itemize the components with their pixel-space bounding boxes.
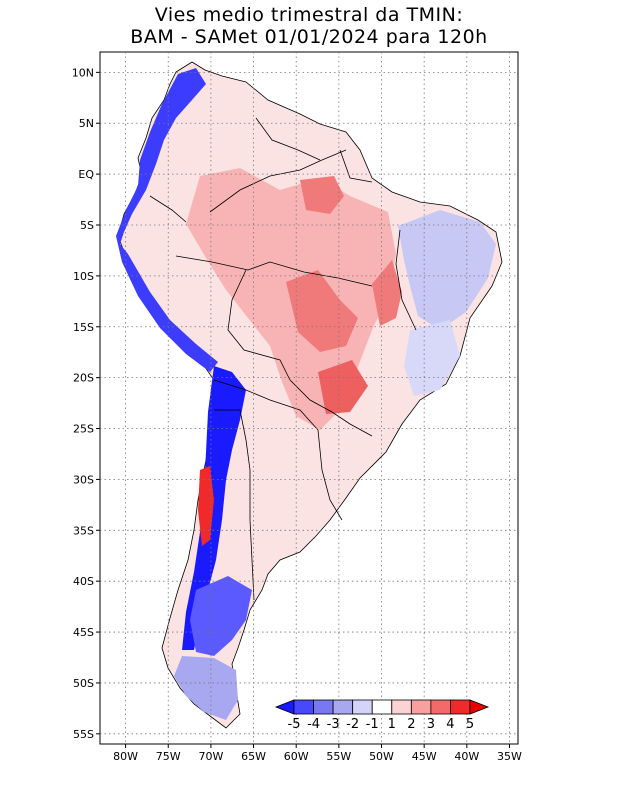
colorbar-segment <box>371 699 393 715</box>
lon-tick-label: 55W <box>326 750 351 763</box>
lat-tick-label: 55S <box>73 728 94 741</box>
colorbar-segment <box>332 699 354 715</box>
lat-tick-label: 5S <box>80 219 94 232</box>
warm-anomaly-strong <box>300 176 344 214</box>
lat-tick-label: 45S <box>73 626 94 639</box>
lat-tick-label: EQ <box>78 168 94 181</box>
lat-tick-label: 5N <box>79 117 94 130</box>
colorbar-level-label: -4 <box>307 717 320 732</box>
colorbar-upper-extension <box>469 699 490 715</box>
lat-tick-label: 15S <box>73 321 94 334</box>
country-borders <box>149 117 417 601</box>
colorbar-segment <box>293 699 314 715</box>
cool-anomaly-andes-north <box>116 68 218 372</box>
lat-tick-label: 35S <box>73 524 94 537</box>
colorbar-segment <box>410 699 432 715</box>
colorbar-level-label: 2 <box>407 717 415 732</box>
lon-tick-label: 70W <box>198 750 223 763</box>
axis-ticks: 10N 5N EQ 5S 10S 15S 20S 25S 30S 35S 40S 45S 50S 55S 8… <box>72 66 522 763</box>
graticule <box>100 52 518 744</box>
lat-tick-label: 25S <box>73 423 94 436</box>
lon-tick-label: 65W <box>241 750 266 763</box>
lon-tick-label: 40W <box>454 750 479 763</box>
colorbar-segment <box>430 699 451 715</box>
warm-anomaly-andes <box>198 466 214 546</box>
lon-tick-label: 45W <box>412 750 437 763</box>
cool-anomaly-andes-south <box>182 366 246 650</box>
colorbar-level-label: -3 <box>327 717 340 732</box>
colorbar-level-label: -5 <box>288 717 301 732</box>
lon-tick-label: 60W <box>284 750 309 763</box>
cool-anomaly-east <box>404 320 460 396</box>
lat-tick-label: 50S <box>73 677 94 690</box>
colorbar-segment <box>391 699 412 715</box>
colorbar-level-label: 3 <box>427 717 435 732</box>
lat-tick-label: 10N <box>72 66 94 79</box>
warm-anomaly-strong <box>372 260 402 326</box>
colorbar-segment <box>450 699 471 715</box>
cool-anomaly-patagonia <box>190 576 252 656</box>
lon-tick-label: 80W <box>113 750 138 763</box>
lat-tick-label: 30S <box>73 473 94 486</box>
warm-anomaly-strong <box>286 270 358 352</box>
lat-tick-label: 40S <box>73 575 94 588</box>
colorbar-level-label: -2 <box>346 717 359 732</box>
lat-tick-label: 10S <box>73 270 94 283</box>
lon-tick-label: 75W <box>156 750 181 763</box>
map-content <box>100 52 518 744</box>
lon-tick-label: 35W <box>497 750 522 763</box>
warm-anomaly-strong <box>318 360 368 414</box>
chart-title-line-1: Vies medio trimestral da TMIN: <box>154 4 464 26</box>
colorbar-level-label: 1 <box>388 717 396 732</box>
colorbar-level-label: 5 <box>466 717 474 732</box>
colorbar-segment <box>313 699 334 715</box>
cool-anomaly-patagonia-edge <box>174 656 238 720</box>
lon-tick-label: 50W <box>369 750 394 763</box>
colorbar-level-label: -1 <box>366 717 379 732</box>
cool-anomaly-northeast <box>398 210 496 330</box>
colorbar-segment <box>352 699 373 715</box>
chart-title-line-2: BAM - SAMet 01/01/2024 para 120h <box>130 26 488 48</box>
lat-tick-label: 20S <box>73 372 94 385</box>
colorbar-level-label: 4 <box>446 717 454 732</box>
colorbar: -5 -4 -3 -2 -1 1 2 3 4 5 <box>274 699 490 732</box>
